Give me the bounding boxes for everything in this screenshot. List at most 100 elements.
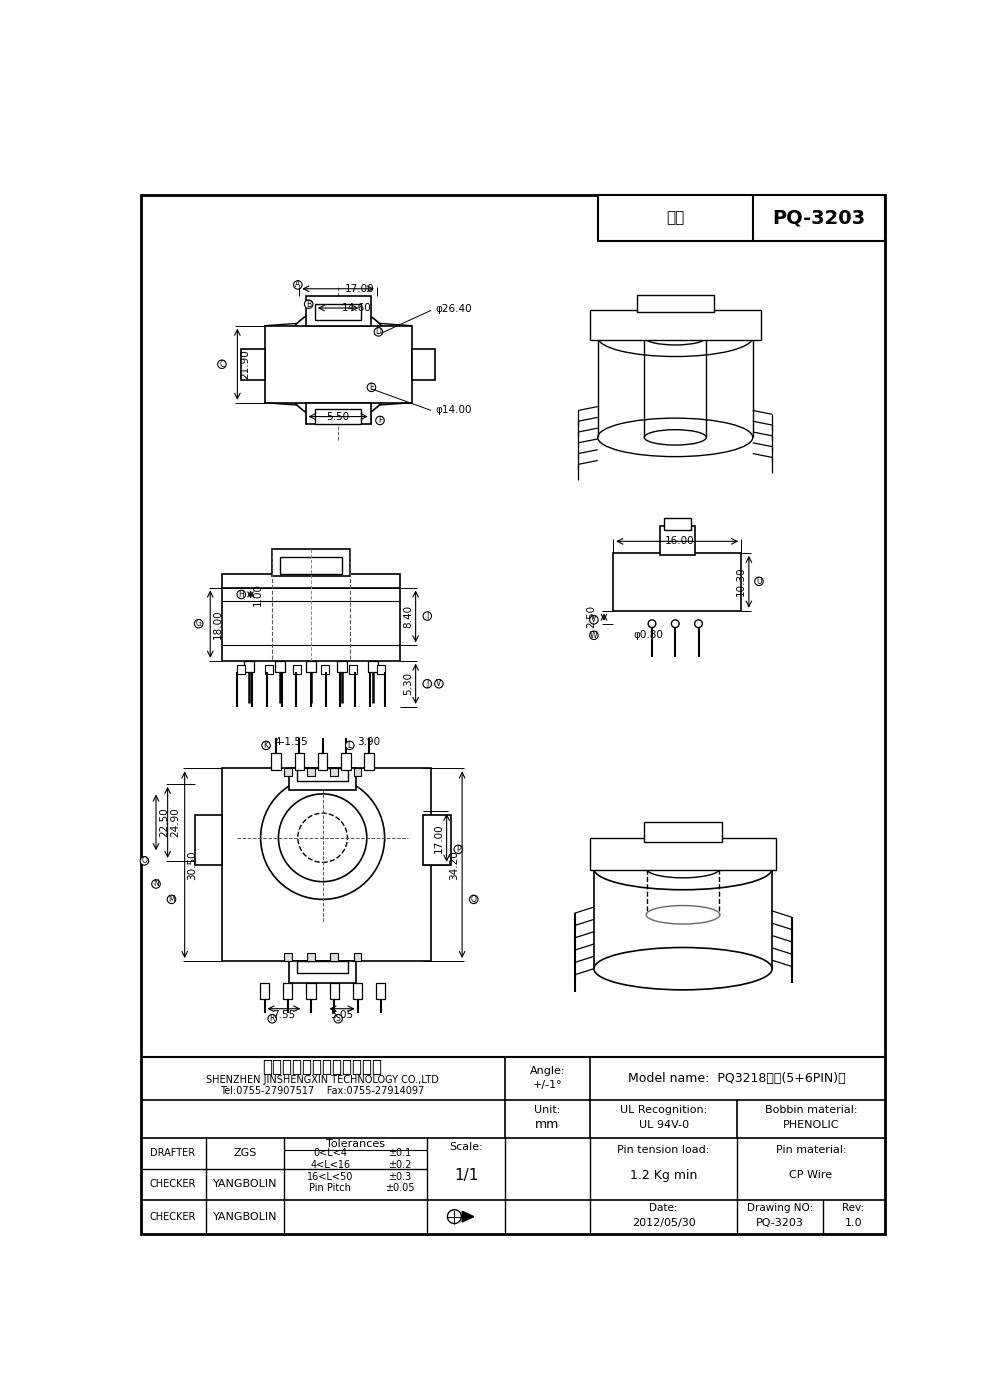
Bar <box>237 665 245 674</box>
Bar <box>283 982 292 999</box>
Bar <box>260 982 269 999</box>
Text: 24.90: 24.90 <box>170 807 180 837</box>
Text: V: V <box>436 680 442 688</box>
Bar <box>330 982 339 999</box>
Bar <box>321 665 329 674</box>
Text: ±0.3: ±0.3 <box>388 1171 412 1182</box>
Text: O: O <box>141 856 147 866</box>
Ellipse shape <box>594 848 772 890</box>
Text: CHECKER: CHECKER <box>150 1179 196 1189</box>
Circle shape <box>152 880 160 888</box>
Text: N: N <box>153 880 159 888</box>
Text: 1.0: 1.0 <box>845 1217 862 1228</box>
Text: L: L <box>348 741 352 750</box>
Text: CHECKER: CHECKER <box>150 1212 196 1221</box>
Bar <box>315 409 361 424</box>
Bar <box>330 768 338 776</box>
Bar <box>295 753 304 769</box>
Text: UL 94V-0: UL 94V-0 <box>639 1121 689 1130</box>
Text: PQ-3203: PQ-3203 <box>756 1217 804 1228</box>
Text: Unit:: Unit: <box>534 1105 561 1115</box>
Text: K: K <box>264 741 269 750</box>
Bar <box>244 660 254 673</box>
Circle shape <box>218 360 226 368</box>
Bar <box>293 665 301 674</box>
Text: 2012/05/30: 2012/05/30 <box>632 1217 696 1228</box>
Text: 22.50: 22.50 <box>159 807 169 837</box>
Text: Pin material:: Pin material: <box>776 1146 846 1156</box>
Bar <box>412 348 435 379</box>
Text: 深圳市金盛鑫科技有限公司: 深圳市金盛鑫科技有限公司 <box>263 1058 383 1076</box>
Text: 5.30: 5.30 <box>403 672 413 695</box>
Text: Q: Q <box>471 895 477 904</box>
Bar <box>306 982 316 999</box>
Text: ±0.2: ±0.2 <box>388 1160 412 1170</box>
Circle shape <box>367 383 376 392</box>
Circle shape <box>334 1014 342 1023</box>
Text: C: C <box>219 360 224 369</box>
Bar <box>241 348 264 379</box>
Ellipse shape <box>644 429 706 445</box>
Text: Pin tension load:: Pin tension load: <box>617 1146 710 1156</box>
Text: 4<L<16: 4<L<16 <box>310 1160 350 1170</box>
Circle shape <box>298 813 347 862</box>
Bar <box>289 961 356 982</box>
Text: V: V <box>591 616 596 624</box>
Bar <box>222 768 431 961</box>
Bar <box>297 961 348 974</box>
Bar <box>265 665 273 674</box>
Text: 21.90: 21.90 <box>240 350 250 379</box>
Bar <box>318 753 327 769</box>
Circle shape <box>262 741 270 750</box>
Bar <box>284 953 292 961</box>
Bar <box>306 660 316 673</box>
Text: 34.20: 34.20 <box>449 849 459 880</box>
Bar <box>354 768 361 776</box>
Bar <box>341 753 351 769</box>
Text: Model name:  PQ3218立式(5+6PIN)高: Model name: PQ3218立式(5+6PIN)高 <box>628 1072 846 1084</box>
Text: Scale:: Scale: <box>449 1143 483 1153</box>
Circle shape <box>294 281 302 290</box>
Text: 17.00: 17.00 <box>344 284 374 294</box>
Text: U: U <box>756 576 762 586</box>
Circle shape <box>671 620 679 628</box>
Bar <box>307 953 315 961</box>
Text: PQ-3203: PQ-3203 <box>772 208 865 228</box>
Bar <box>275 660 285 673</box>
Circle shape <box>280 306 396 422</box>
Circle shape <box>423 611 432 620</box>
Text: 型号: 型号 <box>666 210 684 225</box>
Bar <box>613 553 741 610</box>
Bar <box>297 768 348 781</box>
Bar <box>644 823 722 842</box>
Circle shape <box>167 895 176 904</box>
Text: 2.50: 2.50 <box>587 606 597 628</box>
Text: 7.55: 7.55 <box>272 1010 296 1020</box>
Text: ±0.05: ±0.05 <box>385 1184 415 1193</box>
Bar <box>598 194 885 241</box>
Circle shape <box>454 845 463 853</box>
Ellipse shape <box>594 947 772 990</box>
Text: 16<L<50: 16<L<50 <box>307 1171 354 1182</box>
Text: ZGS: ZGS <box>233 1149 257 1158</box>
Text: mm: mm <box>535 1118 560 1132</box>
Bar <box>284 768 292 776</box>
Text: 14.60: 14.60 <box>342 304 372 313</box>
Circle shape <box>309 334 368 393</box>
Text: SHENZHEN JINSHENGXIN TECHNOLOGY CO.,LTD: SHENZHEN JINSHENGXIN TECHNOLOGY CO.,LTD <box>206 1076 439 1086</box>
Circle shape <box>278 793 367 881</box>
Bar <box>353 982 362 999</box>
Bar <box>306 297 371 326</box>
Circle shape <box>194 620 203 628</box>
Text: G: G <box>196 620 202 628</box>
Text: 0<L<4: 0<L<4 <box>313 1149 347 1158</box>
Bar <box>315 304 361 319</box>
Circle shape <box>755 578 763 586</box>
Text: A: A <box>295 280 300 290</box>
Text: Pin Pitch: Pin Pitch <box>309 1184 351 1193</box>
Bar <box>590 838 776 870</box>
Bar <box>280 557 342 574</box>
Text: 1.2 Kg min: 1.2 Kg min <box>630 1168 697 1182</box>
Text: 4-1.55: 4-1.55 <box>275 736 308 747</box>
Circle shape <box>590 616 598 624</box>
